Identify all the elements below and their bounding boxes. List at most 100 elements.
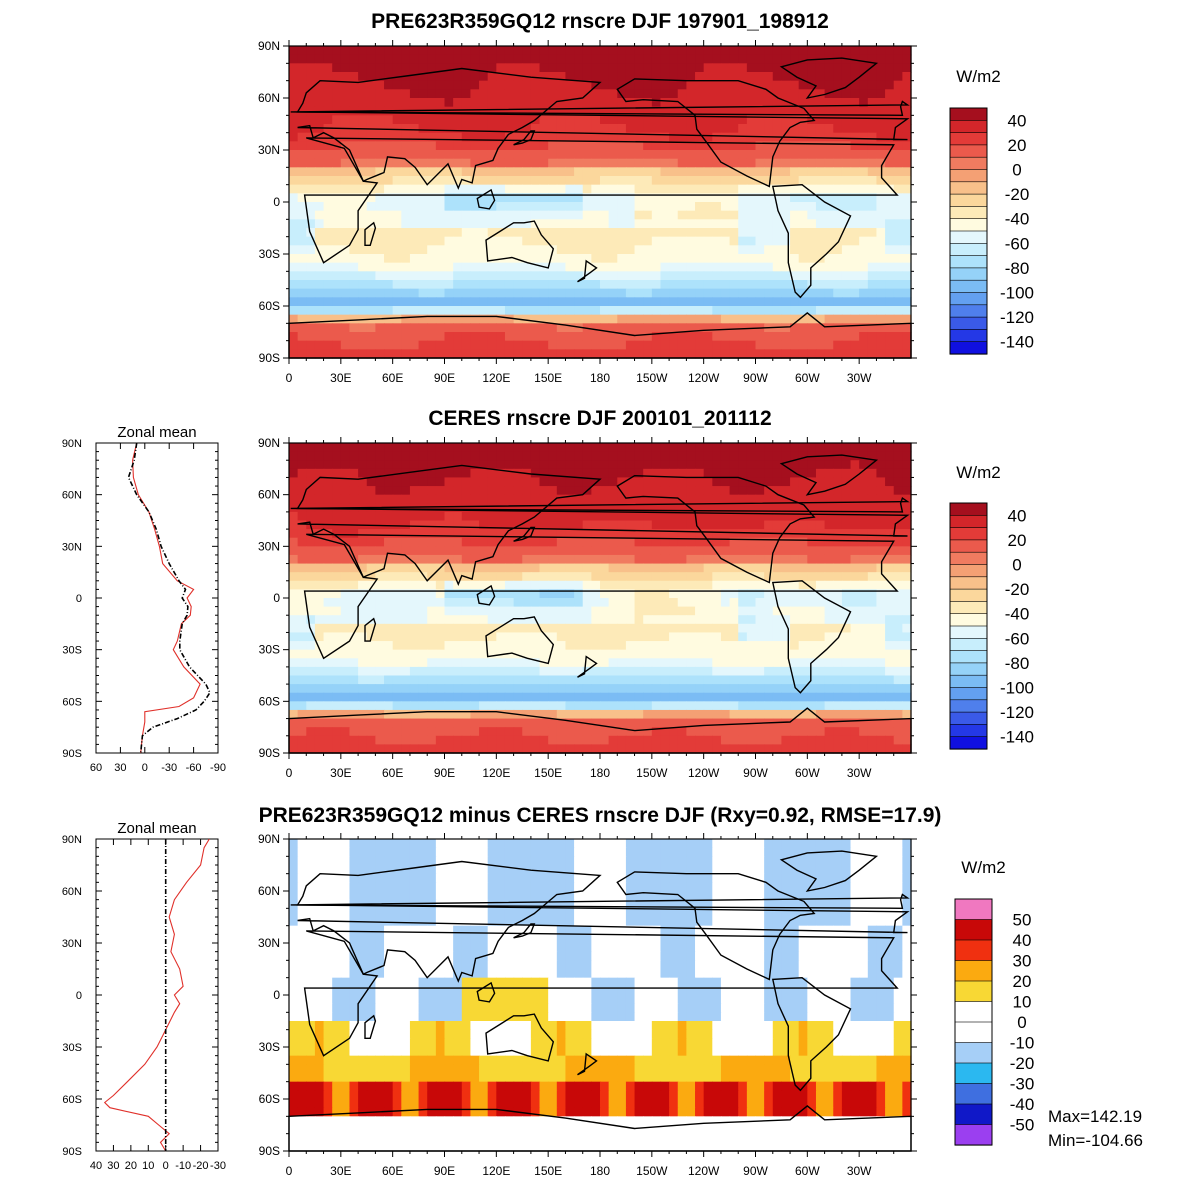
field-cell [781, 589, 791, 599]
field-cell [314, 460, 325, 470]
field-cell [677, 141, 687, 151]
field-cell [781, 701, 791, 711]
field-cell [720, 701, 731, 711]
field-cell [600, 675, 610, 685]
field-cell [306, 245, 316, 255]
field-cell [643, 115, 653, 125]
field-cell [314, 98, 325, 108]
field-cell [651, 649, 662, 659]
field-cell [643, 63, 653, 73]
field-cell [513, 46, 523, 56]
field-cell [453, 451, 463, 461]
field-cell [427, 46, 437, 56]
field-cell [289, 236, 299, 246]
field-cell [867, 675, 878, 685]
field-cell [375, 486, 385, 496]
field-cell [530, 460, 541, 470]
field-cell [600, 477, 610, 487]
field-cell [790, 675, 800, 685]
field-cell [513, 54, 523, 64]
field-cell [608, 701, 618, 711]
field-cell [893, 271, 903, 281]
field-cell [686, 271, 696, 281]
field-cell [323, 537, 333, 547]
field-cell [392, 124, 402, 134]
field-cell [522, 511, 532, 522]
field-cell [634, 124, 644, 134]
field-cell [349, 494, 359, 504]
field-cell [695, 167, 705, 177]
field-cell [669, 219, 679, 229]
field-cell [513, 323, 523, 333]
field-cell [487, 701, 497, 711]
field-cell [392, 443, 402, 453]
field-cell [815, 297, 826, 307]
field-cell [513, 443, 523, 453]
field-cell [297, 589, 307, 599]
field-cell [349, 460, 359, 470]
field-cell [755, 202, 765, 212]
field-cell [703, 443, 713, 453]
field-cell [867, 468, 878, 479]
field-cell [418, 210, 428, 220]
field-cell [867, 649, 878, 659]
field-cell [841, 271, 852, 281]
field-cell [885, 314, 895, 324]
field-cell [867, 89, 878, 99]
field-cell [850, 332, 860, 342]
field-cell [790, 193, 800, 203]
field-cell [392, 219, 402, 229]
field-cell [867, 606, 878, 616]
field-cell [306, 340, 316, 350]
field-cell [548, 451, 558, 461]
field-cell [600, 572, 610, 582]
field-cell [289, 511, 299, 522]
field-cell [565, 150, 575, 160]
field-cell [297, 563, 307, 573]
field-cell [703, 80, 713, 90]
field-cell [582, 98, 592, 108]
field-cell [720, 572, 731, 582]
field-cell [323, 176, 333, 186]
field-cell [625, 537, 636, 547]
field-cell [444, 460, 454, 470]
field-cell [470, 580, 480, 590]
field-cell [375, 132, 385, 142]
field-cell [755, 124, 765, 134]
field-cell [384, 580, 394, 590]
field-cell [349, 176, 359, 186]
field-cell [600, 606, 610, 616]
field-cell [504, 701, 515, 711]
field-cell [867, 202, 878, 212]
field-cell [669, 520, 679, 530]
field-cell [556, 115, 567, 125]
field-cell [815, 124, 826, 134]
field-cell [764, 554, 774, 565]
field-cell [392, 262, 402, 272]
field-cell [634, 262, 644, 272]
field-cell [435, 692, 446, 702]
field-cell [729, 572, 739, 582]
field-cell [444, 451, 454, 461]
field-cell [427, 529, 437, 539]
field-cell [384, 468, 394, 479]
field-cell [496, 598, 506, 608]
field-cell [591, 106, 601, 116]
field-cell [297, 623, 307, 634]
field-cell [504, 443, 515, 453]
lat-label: 60N [258, 91, 280, 105]
field-cell [859, 340, 869, 350]
field-cell [384, 115, 394, 125]
field-cell [660, 632, 670, 642]
field-cell [651, 280, 662, 290]
field-cell [289, 349, 299, 359]
field-cell [409, 460, 420, 470]
field-cell [306, 589, 316, 599]
field-cell [893, 675, 903, 685]
field-cell [496, 589, 506, 599]
field-cell [314, 451, 325, 461]
field-cell [902, 106, 912, 116]
field-cell [772, 701, 783, 711]
field-cell [695, 649, 705, 659]
field-cell [850, 503, 860, 513]
